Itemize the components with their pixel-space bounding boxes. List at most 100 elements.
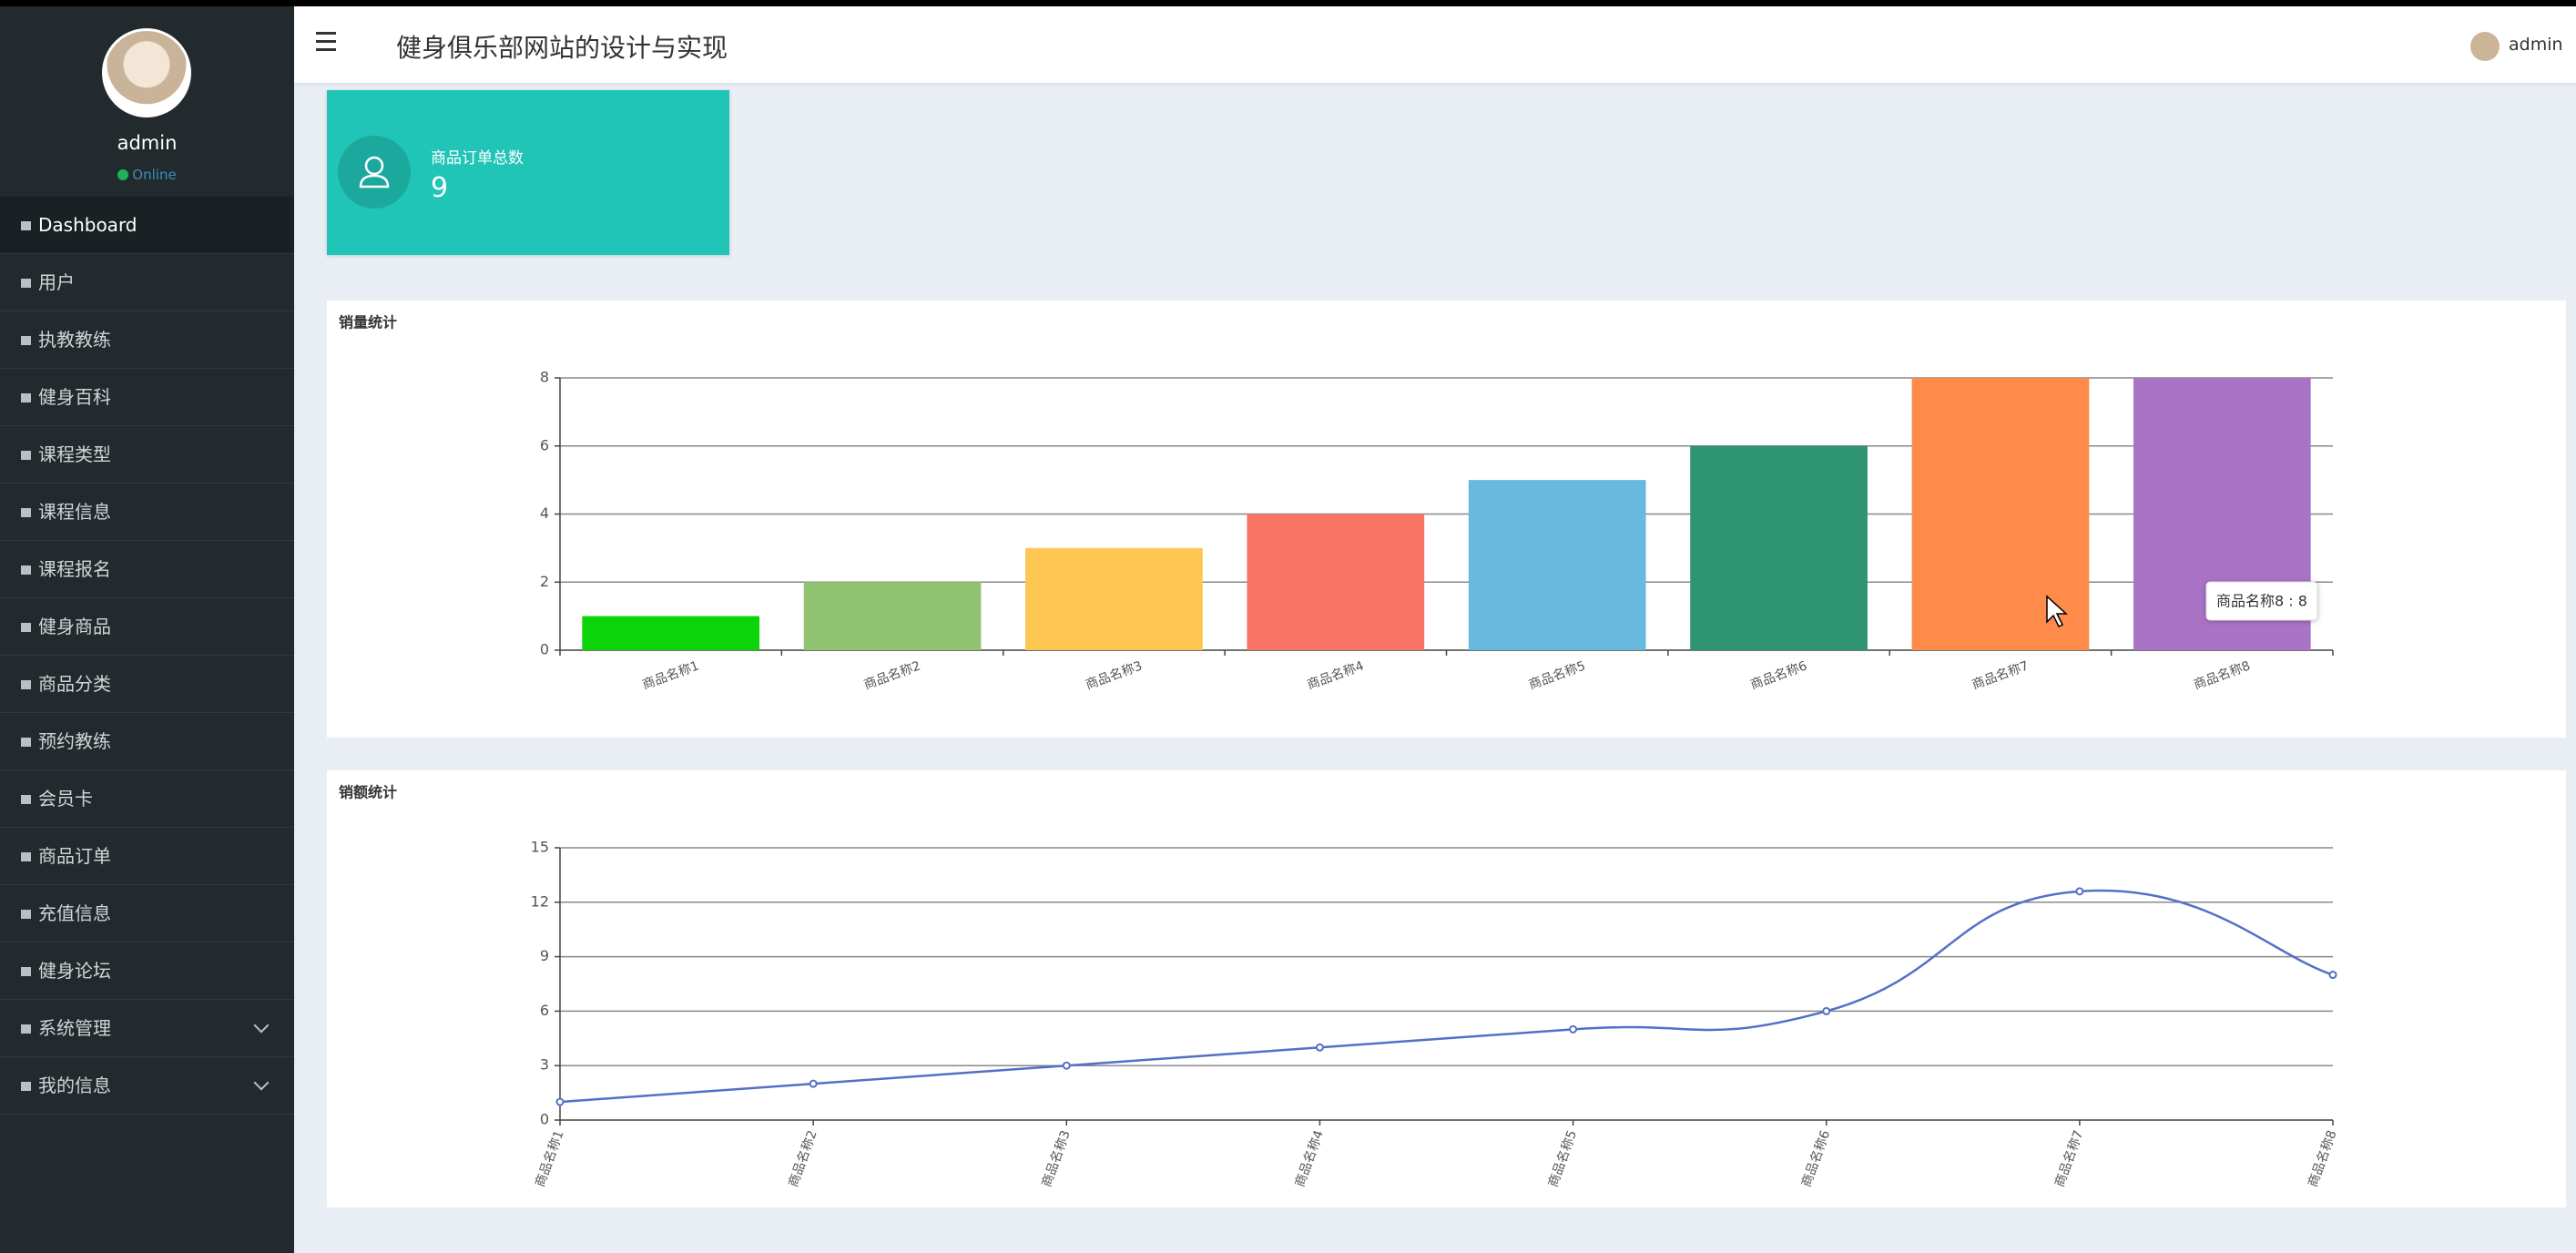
y-tick-label: 8 (540, 369, 549, 386)
x-tick-label: 商品名称6 (1748, 658, 1809, 692)
x-tick-label: 商品名称7 (1970, 658, 2031, 692)
x-tick-label: 商品名称7 (2052, 1128, 2086, 1188)
menu-item[interactable]: 充值信息 (0, 885, 294, 942)
point (2075, 887, 2084, 896)
menu-label[interactable]: Dashboard (38, 214, 137, 236)
y-tick-label: 3 (540, 1056, 549, 1074)
tooltip-text: 商品名称8 : 8 (2216, 593, 2307, 610)
y-tick-label: 9 (540, 947, 549, 964)
menu-label[interactable]: 商品分类 (38, 673, 111, 695)
menu-label[interactable]: 商品订单 (38, 845, 111, 867)
menu-label[interactable]: 课程信息 (38, 501, 111, 523)
point (1569, 1024, 1578, 1034)
bar (1911, 378, 2090, 650)
x-tick-label: 商品名称8 (2306, 1128, 2339, 1188)
menu-item[interactable]: Dashboard (0, 197, 294, 254)
expand-arrow[interactable] (253, 1075, 270, 1091)
card-label: 商品订单总数 (431, 149, 524, 168)
menu-item[interactable]: 课程信息 (0, 484, 294, 541)
x-tick-label: 商品名称2 (786, 1128, 820, 1188)
site-title: 健身俱乐部网站的设计与实现 (396, 33, 728, 63)
y-tick-label: 0 (540, 641, 549, 658)
point (1822, 1006, 1831, 1015)
x-tick-label: 商品名称5 (1546, 1128, 1580, 1188)
chart-title: 销量统计 (339, 314, 397, 331)
menu-item[interactable]: 我的信息 (0, 1057, 294, 1115)
menu-item[interactable]: 课程类型 (0, 426, 294, 484)
menu-label[interactable]: 健身商品 (38, 616, 111, 637)
chart-panel: 销额统计 0 3 6 9 12 15 商品名称1 商品名称2 商品名称3 商品名称4 商品名称5 商品名… (327, 770, 2566, 1207)
point (809, 1079, 818, 1088)
menu-item[interactable]: 会员卡 (0, 770, 294, 828)
menu-label[interactable]: 健身百科 (38, 386, 111, 408)
header: 健身俱乐部网站的设计与实现 admin (294, 6, 2576, 83)
menu-item[interactable]: 系统管理 (0, 1000, 294, 1057)
bar (582, 616, 760, 650)
chart: 销额统计 0 3 6 9 12 15 商品名称1 商品名称2 商品名称3 商品名称4 商品名称5 商品名… (339, 784, 2340, 1189)
chart: 销量统计 0 2 4 6 8 商品名称1 商品名称2 商品名称3 商品名称4 商品名称5 商品名称6 商… (339, 314, 2334, 693)
menu-label[interactable]: 课程类型 (38, 443, 111, 465)
x-tick-label: 商品名称3 (1040, 1128, 1074, 1188)
y-tick-label: 2 (540, 573, 549, 590)
line (559, 889, 2334, 1104)
menu-item[interactable]: 课程报名 (0, 541, 294, 598)
menu-item[interactable]: 商品订单 (0, 828, 294, 885)
menu-label[interactable]: 执教教练 (38, 329, 111, 351)
tooltip-box (2205, 581, 2318, 621)
avatar (102, 28, 191, 117)
point (1062, 1061, 1071, 1070)
y-tick-label: 0 (540, 1111, 549, 1128)
x-tick-label: 商品名称4 (1306, 658, 1367, 692)
point (2328, 971, 2337, 980)
header-avatar[interactable] (2470, 32, 2500, 61)
menu-label[interactable]: 用户 (38, 271, 75, 293)
bar (1025, 547, 1203, 650)
menu-item[interactable]: 预约教练 (0, 713, 294, 770)
chart-title: 销额统计 (339, 784, 397, 801)
x-tick-label: 商品名称2 (862, 658, 922, 692)
bar (1247, 514, 1425, 650)
menu-item[interactable]: 商品分类 (0, 656, 294, 713)
x-tick-label: 商品名称6 (1799, 1128, 1833, 1189)
menu-item[interactable]: 健身百科 (0, 369, 294, 426)
card-icon (338, 136, 411, 209)
y-tick-label: 6 (540, 1002, 549, 1019)
y-tick-label: 6 (540, 436, 549, 453)
point (1315, 1043, 1324, 1052)
header-user[interactable]: admin (2509, 35, 2563, 55)
menu-label[interactable]: 会员卡 (38, 788, 93, 810)
chart-panel: 销量统计 0 2 4 6 8 商品名称1 商品名称2 商品名称3 商品名称4 商品名称5 商品名称6 商… (327, 301, 2566, 738)
user-icon (359, 156, 390, 188)
x-tick-label: 商品名称1 (533, 1128, 566, 1188)
menu-label[interactable]: 预约教练 (38, 730, 111, 752)
menu-item[interactable]: 用户 (0, 254, 294, 311)
menu-item[interactable]: 健身论坛 (0, 942, 294, 1000)
x-tick-label: 商品名称8 (2192, 658, 2252, 692)
y-tick-label: 12 (531, 892, 549, 910)
user-status: Online (0, 167, 294, 183)
card-value: 9 (431, 172, 449, 204)
x-tick-label: 商品名称3 (1084, 658, 1144, 692)
menu-label[interactable]: 我的信息 (38, 1075, 111, 1096)
stat-card: 商品订单总数 9 (327, 90, 729, 255)
menu-label[interactable]: 充值信息 (38, 902, 111, 924)
y-tick-label: 4 (540, 504, 549, 522)
menu-item[interactable]: 执教教练 (0, 311, 294, 369)
x-tick-label: 商品名称5 (1527, 658, 1587, 692)
menu-toggle[interactable] (316, 32, 336, 56)
window-bar (0, 0, 2576, 6)
point (555, 1097, 565, 1106)
sidebar: admin Online Dashboard 用户执教教练健身百科课程类型课程信息… (0, 6, 294, 1253)
user-name: admin (117, 132, 178, 154)
bar (1690, 445, 1868, 650)
cursor (2046, 595, 2068, 628)
menu-item[interactable]: 健身商品 (0, 598, 294, 656)
menu-label[interactable]: 系统管理 (38, 1017, 111, 1039)
expand-arrow[interactable] (253, 1017, 270, 1034)
y-tick-label: 15 (531, 839, 549, 856)
menu-label[interactable]: 课程报名 (38, 558, 111, 580)
bar (803, 582, 982, 650)
x-tick-label: 商品名称1 (640, 658, 700, 692)
menu-label[interactable]: 健身论坛 (38, 960, 111, 982)
